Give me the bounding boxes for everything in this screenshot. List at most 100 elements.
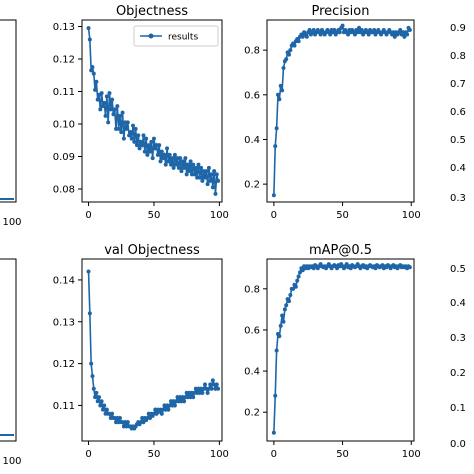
data-point [210, 378, 215, 383]
data-point [86, 26, 91, 31]
axes-frame [266, 19, 415, 203]
data-point [288, 48, 293, 53]
data-point [102, 100, 107, 105]
data-point [196, 162, 201, 167]
data-point [307, 28, 312, 33]
data-point [87, 311, 92, 316]
partial-x-tick-label: 100 [2, 217, 21, 228]
data-point [134, 143, 139, 148]
data-point [168, 162, 173, 167]
data-point [304, 34, 309, 39]
data-point [170, 156, 175, 161]
y-tick-label: 0.12 [53, 55, 75, 66]
data-point [125, 420, 130, 425]
data-point [199, 165, 204, 170]
data-point [149, 139, 154, 144]
data-point [99, 399, 104, 404]
data-point [206, 165, 211, 170]
data-point [296, 39, 301, 44]
data-point [202, 382, 207, 387]
partial-panel-bottom-right: 0.5 0.4 0.3 0.2 0.1 0.0 [450, 264, 466, 450]
data-point [188, 159, 193, 164]
data-point [90, 65, 95, 70]
data-point [110, 97, 115, 102]
data-point [100, 104, 105, 109]
panel-title: Objectness [116, 4, 188, 19]
x-tick-label: 0 [271, 449, 277, 460]
data-point [210, 185, 215, 190]
data-point [112, 107, 117, 112]
data-point [182, 399, 187, 404]
data-point [300, 34, 305, 39]
data-point [176, 165, 181, 170]
data-point [271, 430, 276, 435]
data-point [104, 407, 109, 412]
y-tick-label: 0.09 [53, 152, 75, 163]
data-point [288, 292, 293, 297]
series-line [87, 28, 219, 194]
data-point [300, 268, 305, 273]
data-point [171, 165, 176, 170]
data-point [216, 178, 221, 183]
data-point [280, 313, 285, 318]
data-point [407, 28, 412, 33]
data-point [87, 37, 92, 42]
data-point [281, 319, 286, 324]
y-tick-label: 0.11 [53, 401, 75, 412]
data-point [335, 266, 340, 271]
data-point [142, 149, 147, 154]
data-point [346, 32, 351, 37]
data-point [172, 403, 177, 408]
partial-y-tick-label: 0.3 [450, 333, 466, 344]
data-point [108, 107, 113, 112]
data-point [158, 159, 163, 164]
data-point [100, 407, 105, 412]
data-point [172, 152, 177, 157]
data-point [348, 266, 353, 271]
partial-axes-frame [0, 258, 17, 442]
data-point [191, 395, 196, 400]
precision-panel: Precision 0 50 100 0.2 0.4 0.6 0.8 [244, 4, 421, 221]
data-point [144, 136, 149, 141]
partial-x-tick-label: 100 [2, 456, 21, 467]
data-point [296, 274, 301, 279]
data-point [145, 152, 150, 157]
data-point [402, 34, 407, 39]
data-point [93, 87, 98, 92]
y-tick-label: 0.8 [244, 284, 260, 295]
data-point [124, 126, 129, 131]
objectness-panel: Objectness 0 50 100 0.08 0.09 0.10 0.11 0.12 0.13… [53, 4, 229, 221]
data-point [277, 334, 282, 339]
data-point [120, 110, 125, 115]
data-point [192, 172, 197, 177]
data-point [291, 286, 296, 291]
data-point [161, 156, 166, 161]
data-point [146, 143, 151, 148]
data-point [366, 32, 371, 37]
data-point [125, 120, 130, 125]
data-point [191, 162, 196, 167]
partial-y-tick-label: 0.6 [450, 107, 466, 118]
data-point [102, 403, 107, 408]
data-point [274, 126, 279, 131]
x-tick-label: 100 [210, 210, 229, 221]
y-tick-label: 0.2 [244, 408, 260, 419]
data-point [93, 395, 98, 400]
y-tick-label: 0.2 [244, 180, 260, 191]
data-point [165, 146, 170, 151]
axes-frame [81, 19, 223, 203]
data-point [373, 266, 378, 271]
partial-y-tick-label: 0.9 [450, 23, 466, 34]
data-point [162, 152, 167, 157]
data-point [282, 307, 287, 312]
data-point [159, 411, 164, 416]
x-tick-label: 50 [148, 210, 161, 221]
partial-y-tick-label: 0.2 [450, 368, 466, 379]
data-point [132, 139, 137, 144]
y-tick-label: 0.6 [244, 90, 260, 101]
data-point [212, 169, 217, 174]
data-point [311, 28, 316, 33]
data-point [98, 107, 103, 112]
y-tick-label: 0.08 [53, 185, 75, 196]
